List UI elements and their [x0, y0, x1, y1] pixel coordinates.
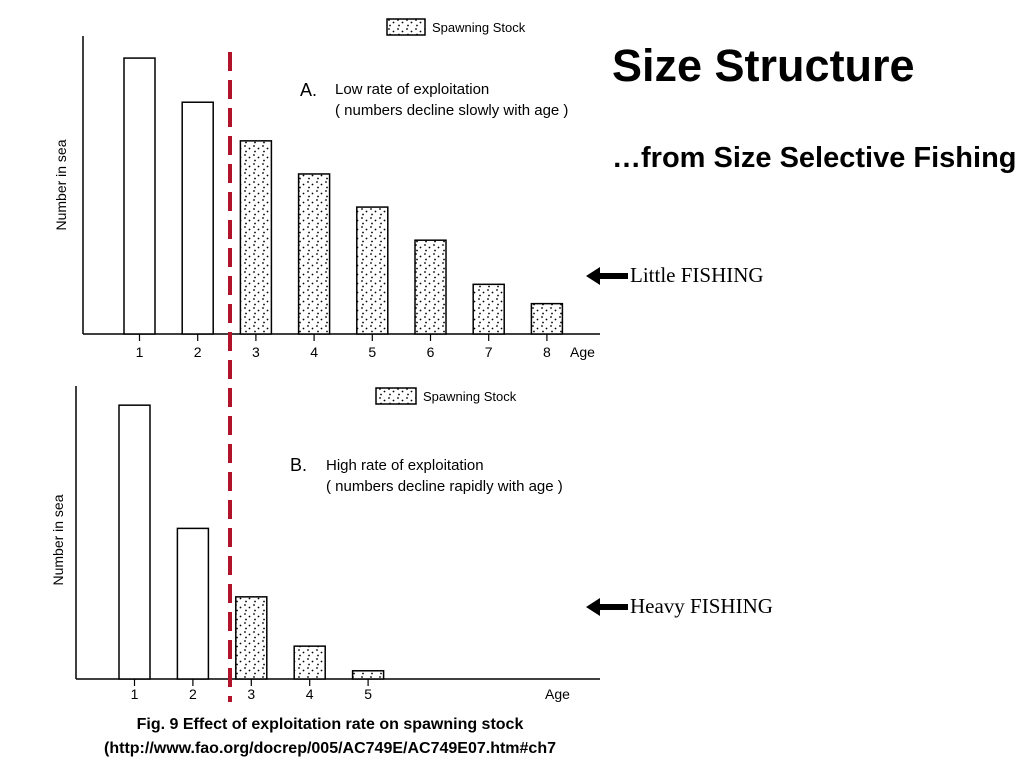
panel-letter: A. — [300, 80, 317, 100]
bar-age-6 — [414, 239, 447, 335]
legend-label: Spawning Stock — [432, 20, 526, 35]
arrow-left-icon — [586, 597, 628, 616]
x-tick-label: 4 — [306, 686, 314, 702]
chart-subtitle: ( numbers decline rapidly with age ) — [326, 478, 563, 495]
bar-age-3 — [239, 140, 273, 335]
slide-subtitle: …from Size Selective Fishing — [612, 142, 1017, 174]
y-axis-label: Number in sea — [53, 139, 69, 230]
chart-panel-b: 1 2 3 4 5 Age Number in sea Spawning Stock B. Hig… — [50, 386, 600, 702]
x-tick-label: 2 — [194, 344, 202, 360]
x-tick-label: 5 — [368, 344, 376, 360]
panel-letter: B. — [290, 455, 307, 475]
chart-title: High rate of exploitation — [326, 457, 484, 474]
x-tick-label: 8 — [543, 344, 551, 360]
chart-title: Low rate of exploitation — [335, 81, 489, 98]
legend-label: Spawning Stock — [423, 389, 517, 404]
bar-age-4 — [297, 173, 331, 335]
bar-age-1 — [123, 57, 156, 335]
y-axis-label: Number in sea — [50, 494, 66, 585]
bar-age-1 — [118, 404, 151, 680]
x-tick-label: 4 — [310, 344, 318, 360]
x-tick-label: 5 — [364, 686, 372, 702]
slide-title: Size Structure — [612, 40, 915, 91]
annotation-little-fishing: Little FISHING — [586, 263, 764, 288]
bar-age-3 — [235, 596, 268, 680]
bar-age-2 — [176, 527, 210, 680]
annotation-label: Heavy FISHING — [630, 594, 773, 618]
legend-swatch — [386, 18, 426, 36]
figure-caption: Fig. 9 Effect of exploitation rate on sp… — [20, 713, 640, 761]
caption-line: Fig. 9 Effect of exploitation rate on sp… — [136, 716, 524, 733]
x-tick-label: 3 — [247, 686, 255, 702]
bar-age-5 — [356, 206, 389, 335]
x-tick-label: 6 — [427, 344, 435, 360]
bar-age-2 — [181, 101, 214, 335]
bar-age-8 — [530, 302, 564, 335]
caption-source-link: (http://www.fao.org/docrep/005/AC749E/AC… — [104, 740, 556, 757]
x-tick-label: 1 — [136, 344, 144, 360]
legend-swatch — [375, 387, 417, 405]
annotation-label: Little FISHING — [630, 263, 764, 287]
bar-age-4 — [293, 645, 326, 680]
chart-subtitle: ( numbers decline slowly with age ) — [335, 102, 568, 119]
x-tick-label: 2 — [189, 686, 197, 702]
annotation-heavy-fishing: Heavy FISHING — [586, 594, 773, 619]
x-axis-label: Age — [570, 344, 595, 360]
arrow-left-icon — [586, 266, 628, 285]
bar-age-7 — [472, 283, 505, 335]
x-axis-label: Age — [545, 686, 570, 702]
x-tick-label: 3 — [252, 344, 260, 360]
x-tick-label: 1 — [131, 686, 139, 702]
chart-panel-a: 1 2 3 4 5 6 7 8 Age Number in sea Spawning Stock A.… — [53, 18, 600, 360]
x-tick-label: 7 — [485, 344, 493, 360]
bar-age-5 — [351, 670, 385, 680]
